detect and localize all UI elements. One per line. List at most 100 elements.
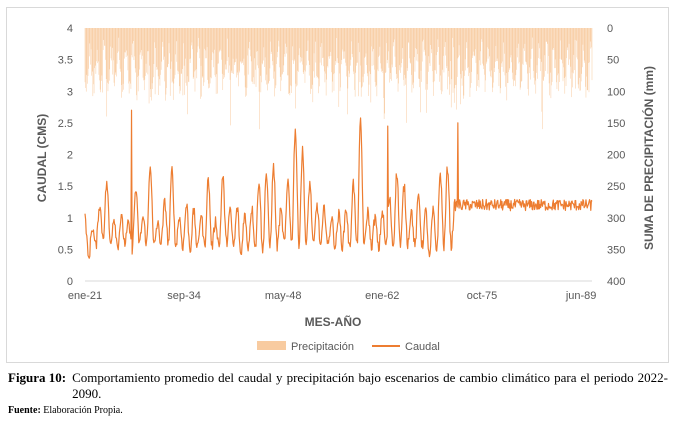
precipitation-bar (204, 28, 205, 49)
precipitation-bar (466, 28, 468, 49)
precipitation-bar (200, 28, 202, 66)
precipitation-bar (527, 28, 529, 89)
precipitation-bar (289, 28, 291, 96)
precipitation-bar (450, 28, 452, 108)
precipitation-bar (315, 28, 317, 63)
precipitation-bar (464, 28, 466, 60)
precipitation-bar (249, 28, 251, 50)
precipitation-bar (153, 28, 154, 78)
precipitation-bar (431, 28, 433, 50)
precipitation-bar (87, 28, 89, 76)
precipitation-bar (330, 28, 331, 52)
precipitation-bar (338, 28, 340, 107)
precipitation-bar (542, 28, 544, 80)
precipitation-bar (365, 28, 367, 54)
chart-svg: 0 0.5 1 1.5 2 2.5 3 3.5 4 0 50 100 150 200 250 300 350 4… (35, 23, 656, 353)
precipitation-bar (127, 28, 128, 56)
precipitation-bar (422, 28, 424, 42)
precipitation-bar (209, 28, 210, 88)
precipitation-bar (345, 28, 347, 66)
precipitation-bar (484, 28, 486, 92)
precipitation-bar (582, 28, 583, 68)
precipitation-bar (495, 28, 497, 47)
precipitation-bar (148, 28, 150, 104)
precipitation-bar (259, 28, 261, 76)
precipitation-bar (428, 28, 430, 57)
precipitation-bar (217, 28, 219, 64)
precipitation-bar (572, 28, 573, 88)
precipitation-bar (307, 28, 308, 51)
precipitation-bar (394, 28, 396, 57)
precipitation-bar (508, 28, 510, 70)
precipitation-bar (456, 28, 458, 77)
precipitation-bar (224, 28, 226, 65)
precipitation-bar (191, 28, 193, 43)
precipitation-bar (583, 28, 584, 51)
precipitation-bar (207, 28, 208, 80)
precipitation-bar (121, 28, 123, 85)
precipitation-bar (571, 28, 573, 73)
precipitation-bar (308, 28, 310, 76)
precipitation-bar (395, 28, 396, 68)
precipitation-bar (339, 28, 341, 92)
precipitation-bar (189, 28, 191, 63)
precipitation-bar (176, 28, 178, 62)
precipitation-bar (192, 28, 193, 50)
precipitation-bar (347, 28, 349, 89)
precipitation-bar (122, 28, 124, 84)
precipitation-bar (573, 28, 575, 55)
precipitation-bar (373, 28, 375, 66)
precipitation-bar (472, 28, 474, 56)
precipitation-bar (366, 28, 368, 74)
precipitation-bar (359, 28, 361, 83)
precipitation-bar (128, 28, 130, 94)
precipitation-bar (321, 28, 323, 44)
precipitation-bar (143, 28, 144, 81)
precipitation-bar (120, 28, 121, 72)
precipitation-bar (402, 28, 404, 59)
precipitation-bar (448, 28, 450, 77)
precipitation-bar (101, 28, 102, 81)
precipitation-bar (513, 28, 514, 87)
precipitation-bar (322, 28, 323, 58)
precipitation-bar (545, 28, 547, 42)
precipitation-bar (161, 28, 163, 62)
precipitation-bar (263, 28, 265, 48)
precipitation-bar (252, 28, 254, 85)
left-tick-label: 3.5 (58, 55, 73, 67)
precipitation-bar (518, 28, 520, 64)
precipitation-bar (231, 28, 233, 71)
precipitation-bar (275, 28, 277, 86)
precipitation-bar (133, 28, 135, 61)
precipitation-bar (96, 28, 98, 50)
precipitation-bar (368, 28, 369, 96)
precipitation-bar (531, 28, 533, 38)
precipitation-bar (290, 28, 291, 86)
precipitation-bar (85, 28, 87, 92)
precipitation-bar (126, 28, 127, 51)
precipitation-bar (421, 28, 423, 62)
precipitation-bar (162, 28, 164, 47)
precipitation-bar (112, 28, 114, 75)
precipitation-bar (256, 28, 257, 52)
precipitation-bar (234, 28, 236, 63)
precipitation-bar (437, 28, 439, 40)
precipitation-bar (445, 28, 447, 56)
precipitation-bar (240, 28, 242, 63)
left-tick-label: 4 (67, 23, 73, 35)
left-tick-label: 0 (67, 276, 73, 288)
precipitation-bar (384, 28, 385, 114)
precipitation-bar (170, 28, 172, 69)
precipitation-bar (98, 28, 100, 75)
precipitation-bar (417, 28, 418, 55)
precipitation-bar (258, 28, 259, 69)
precipitation-bar (229, 28, 231, 80)
precipitation-bar (348, 28, 349, 71)
precipitation-bar (476, 28, 477, 91)
precipitation-bar (533, 28, 534, 71)
precipitation-bar (146, 28, 147, 73)
precipitation-bar (475, 28, 476, 50)
precipitation-bar (133, 28, 134, 42)
precipitation-bar (395, 28, 397, 74)
precipitation-bar (542, 28, 543, 130)
